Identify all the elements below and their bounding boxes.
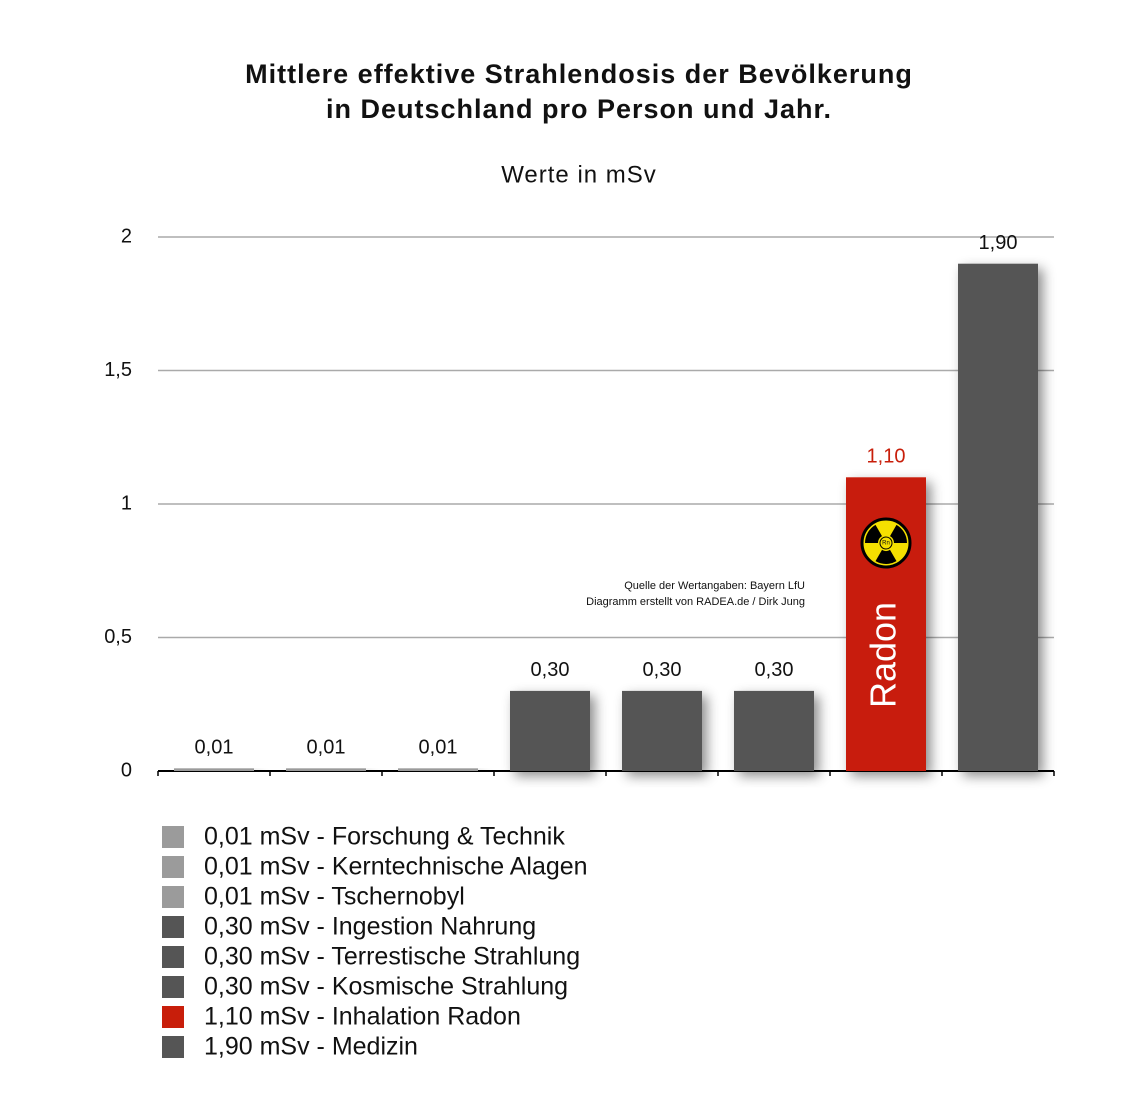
legend-label: 1,10 mSv - Inhalation Radon xyxy=(204,1003,521,1031)
value-label: 0,30 xyxy=(531,659,570,681)
chart-title: in Deutschland pro Person und Jahr. xyxy=(326,94,832,124)
y-tick-label: 0 xyxy=(121,759,132,781)
bar xyxy=(958,263,1038,771)
bar xyxy=(734,690,814,771)
legend-label: 0,01 mSv - Kerntechnische Alagen xyxy=(204,853,588,881)
legend-swatch xyxy=(162,886,184,908)
bar xyxy=(286,768,366,771)
radiation-core xyxy=(879,536,893,550)
value-label: 0,30 xyxy=(643,659,682,681)
icon-label: Rn xyxy=(882,541,890,547)
radiation-blade xyxy=(890,524,907,543)
value-label: 1,90 xyxy=(979,232,1018,254)
legend-swatch xyxy=(162,946,184,968)
legend-swatch xyxy=(162,916,184,938)
legend-swatch xyxy=(162,1036,184,1058)
legend-label: 0,30 mSv - Ingestion Nahrung xyxy=(204,913,536,941)
value-label: 0,30 xyxy=(755,659,794,681)
legend-label: 0,30 mSv - Kosmische Strahlung xyxy=(204,973,568,1001)
y-tick-label: 2 xyxy=(121,225,132,247)
legend-swatch xyxy=(162,976,184,998)
bar-text: Radon xyxy=(863,602,904,708)
chart-title: Mittlere effektive Strahlendosis der Bev… xyxy=(245,59,913,89)
radiation-blade xyxy=(865,524,882,543)
chart-subtitle: Werte in mSv xyxy=(501,161,657,188)
legend-label: 0,30 mSv - Terrestische Strahlung xyxy=(204,943,580,971)
y-tick-label: 1 xyxy=(121,492,132,514)
legend-swatch xyxy=(162,1006,184,1028)
legend-label: 0,01 mSv - Tschernobyl xyxy=(204,883,465,911)
y-tick-label: 1,5 xyxy=(104,359,132,381)
bar xyxy=(510,690,590,771)
value-label: 0,01 xyxy=(307,737,346,759)
radiation-blade xyxy=(875,549,897,564)
plot-area: 0 0,5 1 1,5 2 0,01 0,01 0,01 0,30 0,30 0,30 1,10 1,9… xyxy=(104,225,1055,781)
legend-label: 1,90 mSv - Medizin xyxy=(204,1033,418,1061)
legend-swatch xyxy=(162,856,184,878)
bar xyxy=(398,768,478,771)
value-label: 0,01 xyxy=(419,737,458,759)
value-label: 0,01 xyxy=(195,737,234,759)
value-label: 1,10 xyxy=(867,446,906,468)
bar xyxy=(174,768,254,771)
bar xyxy=(622,690,702,771)
annotation: Diagramm erstellt von RADEA.de / Dirk Ju… xyxy=(586,596,805,608)
y-tick-label: 0,5 xyxy=(104,626,132,648)
legend-label: 0,01 mSv - Forschung & Technik xyxy=(204,823,565,851)
legend-swatch xyxy=(162,826,184,848)
annotation: Quelle der Wertangaben: Bayern LfU xyxy=(624,580,805,592)
